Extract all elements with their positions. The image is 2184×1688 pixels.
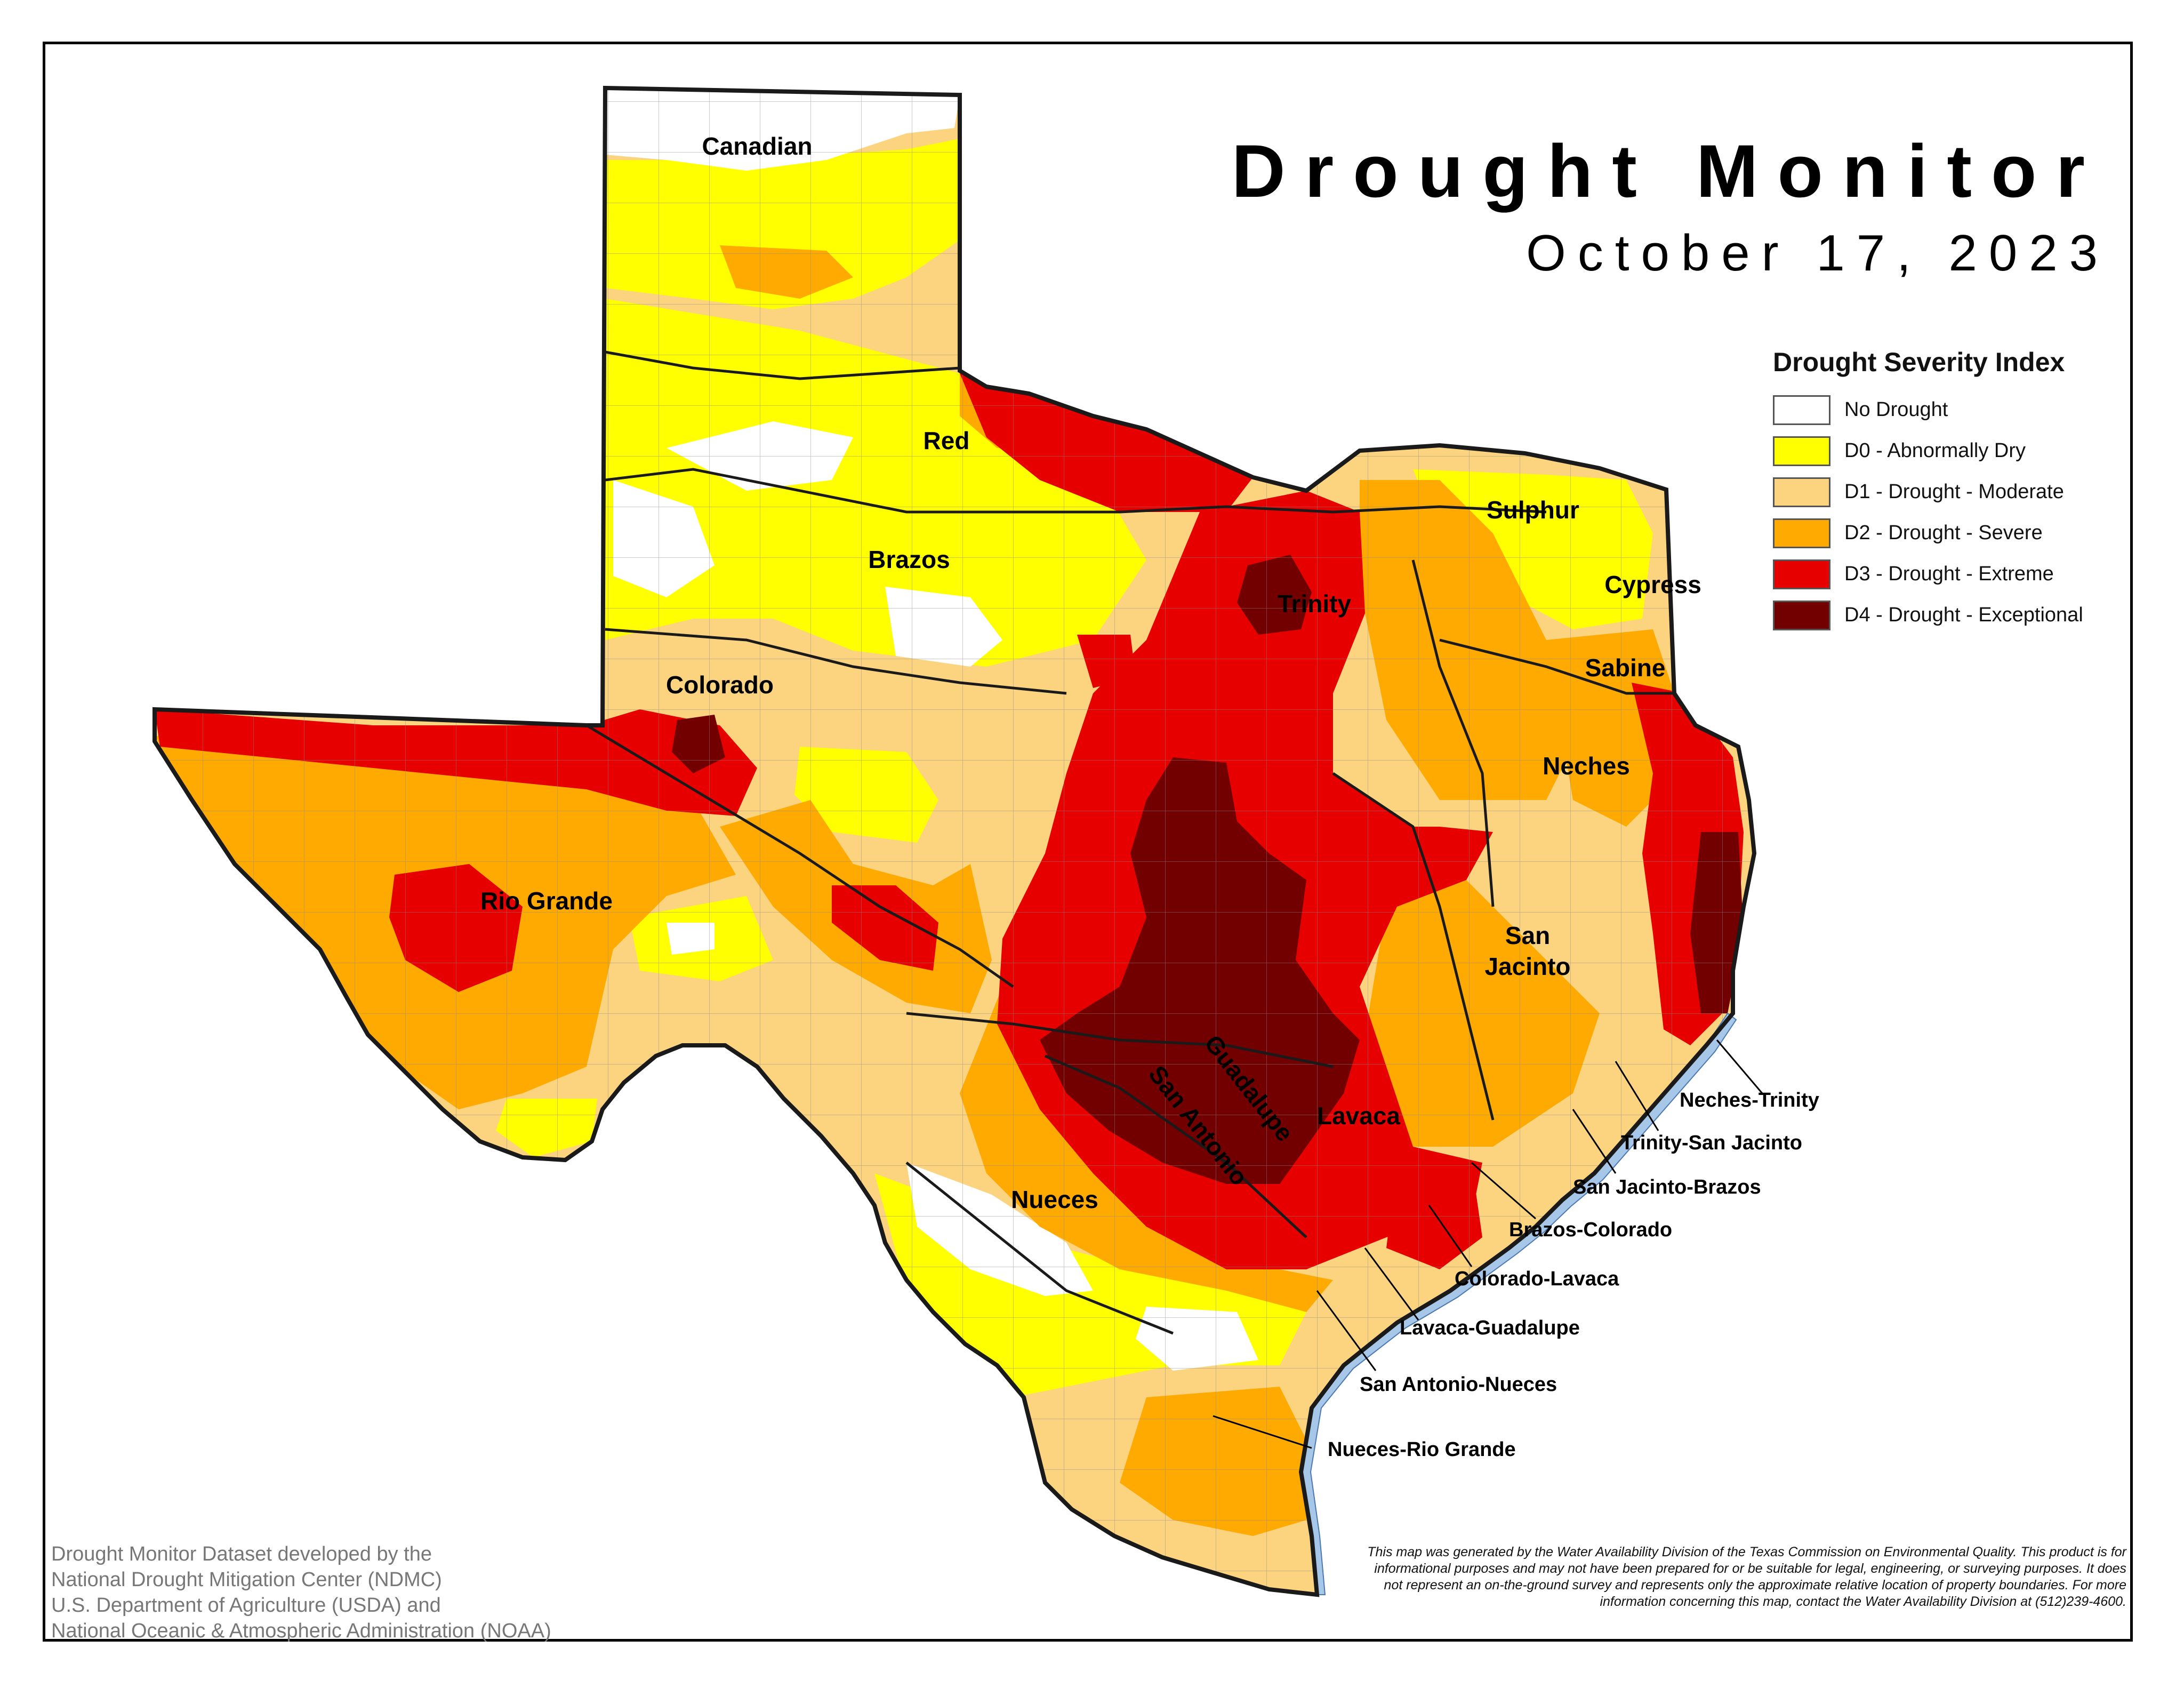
credit-line: U.S. Department of Agriculture (USDA) an…: [51, 1594, 441, 1617]
legend-title: Drought Severity Index: [1773, 347, 2065, 377]
basin-label-san-jacinto-line1: San: [1505, 922, 1550, 949]
legend-item-d0: D0 - Abnormally Dry: [1773, 430, 2135, 471]
boundary-brazos-colorado: [605, 628, 1067, 695]
basin-label-canadian: Canadian: [702, 132, 812, 160]
basin-label-san-jacinto-line2: Jacinto: [1484, 953, 1570, 980]
callout-line-trinity-san-jacinto: [1615, 1061, 1659, 1131]
legend-swatch-d4: [1773, 600, 1830, 630]
basin-label-red: Red: [924, 427, 970, 454]
texas-outline: [152, 85, 1757, 1597]
credit-line: Drought Monitor Dataset developed by the: [51, 1543, 432, 1565]
basin-label-lavaca: Lavaca: [1317, 1102, 1400, 1130]
legend-swatch-no-drought: [1773, 395, 1830, 425]
callout-nueces-rio-grande: Nueces-Rio Grande: [1328, 1438, 1516, 1461]
data-credit: Drought Monitor Dataset developed by the…: [51, 1541, 551, 1644]
callout-san-antonio-nueces: San Antonio-Nueces: [1360, 1373, 1557, 1396]
callout-lines: [1213, 1039, 1763, 1449]
callout-san-jacinto-brazos: San Jacinto-Brazos: [1573, 1176, 1761, 1198]
boundary-san-antonio: [1045, 1054, 1307, 1238]
basin-label-trinity: Trinity: [1278, 590, 1351, 618]
boundary-red-brazos: [605, 468, 1547, 514]
credit-line: National Drought Mitigation Center (NDMC…: [51, 1569, 442, 1591]
basin-label-nueces: Nueces: [1011, 1186, 1098, 1213]
disclaimer: This map was generated by the Water Avai…: [1367, 1545, 2126, 1609]
boundary-trinity-neches: [1411, 559, 1495, 907]
basin-label-colorado: Colorado: [666, 671, 774, 699]
basin-label-sulphur: Sulphur: [1487, 496, 1579, 524]
legend-item-d2: D2 - Drought - Severe: [1773, 513, 2135, 554]
callout-line-nueces-rio-grande: [1213, 1415, 1312, 1449]
legend-swatch-d2: [1773, 518, 1830, 548]
boundary-colorado-riogrande: [585, 724, 1014, 988]
callout-line-lavaca-guadalupe: [1364, 1247, 1419, 1321]
boundary-sabine: [1439, 638, 1674, 695]
legend-label-d4: D4 - Drought - Exceptional: [1844, 604, 2083, 626]
map-title: Drought Monitor: [1231, 129, 2104, 213]
legend-label-d2: D2 - Drought - Severe: [1844, 522, 2043, 544]
legend-label-d3: D3 - Drought - Extreme: [1844, 563, 2054, 585]
map-date: October 17, 2023: [1526, 225, 2109, 282]
legend-label-d1: D1 - Drought - Moderate: [1844, 481, 2064, 503]
boundary-nueces-coastal: [905, 1162, 1174, 1335]
callout-line-san-antonio-nueces: [1316, 1290, 1377, 1371]
legend-swatch-d0: [1773, 436, 1830, 466]
legend-label-no-drought: No Drought: [1844, 398, 1948, 421]
callout-line-colorado-lavaca: [1428, 1205, 1473, 1267]
credit-line: National Oceanic & Atmospheric Administr…: [51, 1620, 551, 1642]
boundary-canadian-red: [605, 350, 960, 380]
boundary-brazos-trinity: [1332, 772, 1495, 1121]
map-frame: [43, 42, 2133, 1642]
legend-item-d1: D1 - Drought - Moderate: [1773, 471, 2135, 513]
callout-line-san-jacinto-brazos: [1572, 1109, 1617, 1174]
legend-item-d3: D3 - Drought - Extreme: [1773, 554, 2135, 595]
basin-label-cypress: Cypress: [1604, 571, 1701, 598]
basin-label-neches: Neches: [1543, 752, 1630, 780]
legend-item-no-drought: No Drought: [1773, 389, 2135, 430]
callout-neches-trinity: Neches-Trinity: [1680, 1089, 1819, 1111]
callout-line-brazos-colorado: [1471, 1162, 1536, 1220]
basin-label-rio-grande: Rio Grande: [480, 887, 613, 915]
legend-swatch-d3: [1773, 559, 1830, 589]
callout-line-neches-trinity: [1716, 1039, 1763, 1094]
callout-trinity-san-jacinto: Trinity-San Jacinto: [1621, 1132, 1802, 1154]
basin-boundaries: [585, 350, 1674, 1335]
callout-colorado-lavaca: Colorado-Lavaca: [1455, 1268, 1619, 1290]
boundary-nueces-guadalupe: [906, 1012, 1334, 1068]
basin-label-sabine: Sabine: [1585, 654, 1666, 682]
legend-label-d0: D0 - Abnormally Dry: [1844, 439, 2026, 462]
callout-brazos-colorado: Brazos-Colorado: [1509, 1219, 1672, 1241]
legend-item-d4: D4 - Drought - Exceptional: [1773, 595, 2135, 636]
callout-lavaca-guadalupe: Lavaca-Guadalupe: [1400, 1317, 1580, 1339]
basin-label-brazos: Brazos: [868, 546, 950, 573]
legend-swatch-d1: [1773, 477, 1830, 507]
legend: Drought Severity Index No Drought D0 - A…: [1773, 347, 2135, 636]
